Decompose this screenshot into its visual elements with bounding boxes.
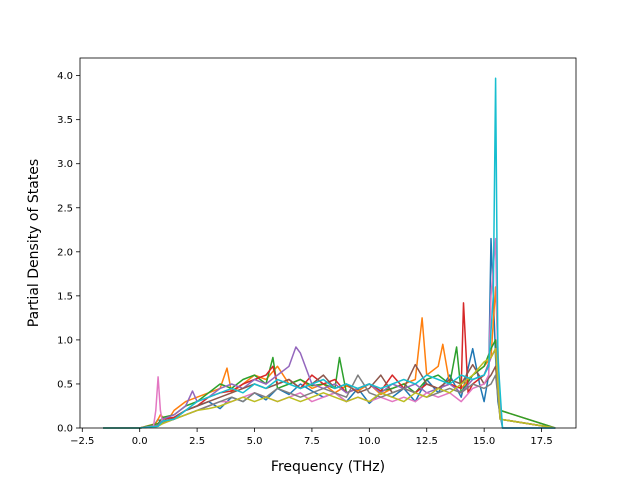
x-tick-label: 12.5 [416, 436, 438, 447]
y-tick-label: 2.5 [57, 203, 73, 214]
y-tick-label: 4.0 [57, 71, 73, 82]
plot-frame [79, 57, 577, 429]
x-tick-label: 17.5 [530, 436, 552, 447]
x-tick-label: 10.0 [358, 436, 380, 447]
y-tick-label: 0.0 [57, 424, 73, 435]
x-tick-label: 0.0 [132, 436, 148, 447]
x-tick-label: 5.0 [247, 436, 263, 447]
y-tick-label: 0.5 [57, 379, 73, 390]
series-layer [103, 77, 556, 429]
x-axis-label: Frequency (THz) [271, 459, 385, 475]
y-axis-label: Partial Density of States [26, 159, 42, 327]
y-tick-label: 3.5 [57, 115, 73, 126]
y-tick-label: 3.0 [57, 159, 73, 170]
series-line-4 [103, 302, 556, 429]
x-axis: −2.5 0.0 2.5 5.0 7.5 10.0 12.5 15.0 17.5 [70, 428, 553, 447]
y-tick-label: 1.5 [57, 291, 73, 302]
x-tick-label: 15.0 [473, 436, 495, 447]
y-tick-label: 2.0 [57, 247, 73, 258]
x-tick-label: 7.5 [304, 436, 320, 447]
series-line-9 [103, 347, 556, 429]
x-tick-label: 2.5 [189, 436, 205, 447]
series-line-10 [103, 77, 556, 429]
x-tick-label: −2.5 [70, 436, 94, 447]
series-line-6 [103, 363, 556, 429]
y-axis: 0.0 0.5 1.0 1.5 2.0 2.5 3.0 3.5 4.0 [57, 71, 80, 435]
y-tick-label: 1.0 [57, 335, 73, 346]
